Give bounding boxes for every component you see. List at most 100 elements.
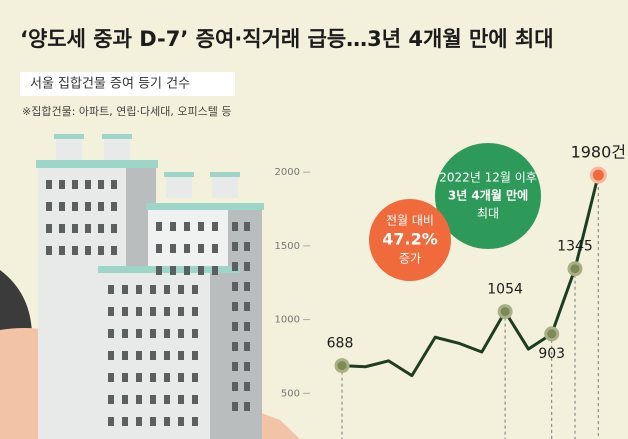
window [108, 329, 114, 338]
window [46, 224, 52, 233]
y-tick-label: 1500 [275, 241, 300, 252]
window [46, 246, 52, 255]
window [164, 285, 170, 294]
window [108, 285, 114, 294]
point [497, 304, 513, 320]
data-label: 1345 [557, 239, 593, 255]
roof-cap [210, 172, 240, 177]
window [85, 224, 91, 233]
window [122, 373, 128, 382]
point [334, 358, 350, 374]
building-side [210, 268, 238, 439]
window [136, 351, 142, 360]
window [232, 262, 238, 271]
window [232, 302, 238, 311]
annotation-text: 2022년 12월 이후 [439, 171, 537, 185]
annotation-bubble [369, 199, 451, 281]
window [122, 395, 128, 404]
window [150, 285, 156, 294]
window [244, 402, 250, 411]
window [164, 395, 170, 404]
window [178, 417, 184, 426]
window [122, 307, 128, 316]
window [198, 266, 204, 275]
window [192, 417, 198, 426]
window [108, 395, 114, 404]
window [192, 351, 198, 360]
point [544, 326, 560, 342]
window [46, 180, 52, 189]
window [244, 242, 250, 251]
window [122, 351, 128, 360]
annotation-text: 최대 [477, 207, 499, 221]
window [244, 222, 250, 231]
window [212, 222, 218, 231]
window [178, 351, 184, 360]
annotation-text: 증가 [399, 252, 421, 266]
point [567, 261, 583, 277]
y-tick-label: 1000 [275, 315, 300, 326]
window [244, 362, 250, 371]
window [85, 246, 91, 255]
window [136, 417, 142, 426]
illustration [0, 134, 300, 439]
window [244, 382, 250, 391]
window [122, 285, 128, 294]
window [122, 417, 128, 426]
window [164, 307, 170, 316]
window [184, 266, 190, 275]
window [232, 382, 238, 391]
window [244, 342, 250, 351]
window [232, 402, 238, 411]
window [192, 329, 198, 338]
roof-box [56, 138, 82, 160]
window [232, 242, 238, 251]
window [244, 302, 250, 311]
window [178, 395, 184, 404]
window [164, 351, 170, 360]
window [232, 282, 238, 291]
data-label: 1054 [487, 282, 523, 298]
window [150, 373, 156, 382]
window [136, 307, 142, 316]
roof [36, 160, 158, 168]
window [72, 224, 78, 233]
window [108, 307, 114, 316]
window [198, 244, 204, 253]
window [59, 202, 65, 211]
window [156, 244, 162, 253]
window [108, 373, 114, 382]
window [150, 329, 156, 338]
annotation-text: 47.2% [382, 230, 438, 249]
window [244, 322, 250, 331]
roof-box [212, 176, 238, 198]
window [122, 329, 128, 338]
window [178, 285, 184, 294]
data-label: 688 [327, 336, 354, 352]
window [164, 329, 170, 338]
annotation-text: 전월 대비 [386, 214, 434, 228]
window [244, 282, 250, 291]
window [192, 395, 198, 404]
window [178, 373, 184, 382]
window [98, 202, 104, 211]
window [98, 180, 104, 189]
window [111, 202, 117, 211]
window [198, 222, 204, 231]
roof [98, 266, 240, 273]
window [192, 307, 198, 316]
window [170, 222, 176, 231]
window [136, 395, 142, 404]
y-tick-label: 2000 [275, 167, 300, 178]
roof [146, 203, 264, 210]
window [184, 222, 190, 231]
window [192, 373, 198, 382]
subtitle: 서울 집합건물 증여 등기 건수 [30, 77, 190, 92]
window [85, 180, 91, 189]
window [150, 395, 156, 404]
window [72, 246, 78, 255]
window [150, 417, 156, 426]
window [111, 180, 117, 189]
window [178, 307, 184, 316]
